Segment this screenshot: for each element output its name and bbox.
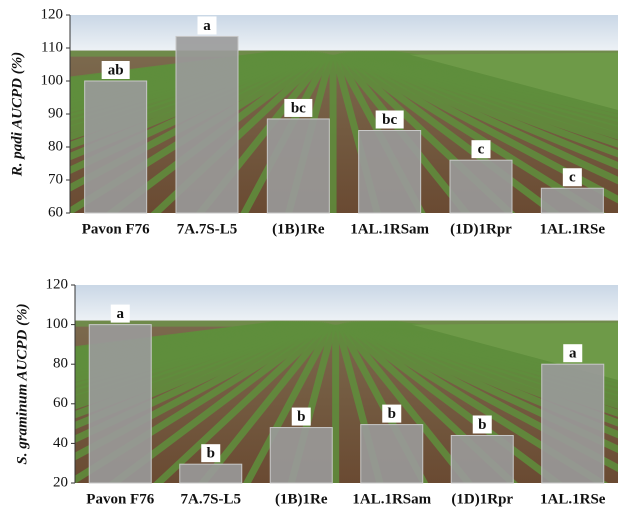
bar: [269, 427, 333, 484]
x-tick-label: (1B)1Re: [275, 491, 328, 507]
annotation-box: [382, 404, 402, 423]
y-axis-label: S. graminum AUCPD (%): [14, 303, 30, 464]
annotation: c: [478, 142, 485, 158]
bar: [88, 324, 152, 484]
annotation: bc: [291, 100, 306, 116]
y-tick-label: 100: [41, 72, 64, 88]
y-tick-label: 60: [53, 395, 68, 411]
annotation-box: [110, 304, 130, 323]
annotation: a: [117, 306, 125, 322]
bar: [266, 118, 330, 214]
crop-row: [75, 321, 315, 410]
annotation-box: [197, 16, 217, 35]
crop-row: [195, 52, 330, 213]
bar: [175, 35, 239, 214]
sky: [75, 285, 618, 322]
y-tick-label: 20: [53, 474, 68, 490]
y-tick-label: 110: [41, 39, 63, 55]
bar: [360, 424, 424, 484]
annotation: a: [203, 18, 211, 34]
x-tick-label: 1AL.1RSam: [352, 491, 431, 507]
bar: [450, 434, 514, 484]
y-tick-label: 40: [53, 435, 68, 451]
annotation-box: [563, 344, 583, 363]
x-tick-label: 7A.7S-L5: [177, 221, 237, 237]
annotation: b: [297, 409, 305, 425]
x-tick-label: (1D)1Rpr: [450, 221, 512, 237]
annotation-box: [284, 98, 313, 117]
crop-row: [198, 322, 333, 483]
crop-row: [345, 321, 609, 483]
crop-row: [243, 322, 335, 483]
y-tick-label: 70: [48, 171, 63, 187]
bar: [541, 363, 605, 484]
crop-row: [75, 321, 317, 419]
x-tick-label: (1B)1Re: [272, 221, 325, 237]
right-field: [409, 52, 618, 111]
bar: [179, 463, 243, 484]
y-tick-label: 100: [46, 316, 69, 332]
crop-row: [338, 52, 516, 213]
x-tick-label: Pavon F76: [86, 491, 154, 507]
annotation: ab: [108, 62, 124, 78]
crop-row: [336, 322, 429, 483]
crop-row: [347, 321, 618, 473]
x-tick-label: 1AL.1RSe: [540, 221, 606, 237]
annotation-box: [562, 168, 582, 187]
y-tick-label: 80: [48, 138, 63, 154]
x-tick-label: (1D)1Rpr: [451, 491, 513, 507]
crop-row: [75, 321, 319, 430]
annotation-box: [201, 444, 221, 463]
x-tick-label: Pavon F76: [82, 221, 150, 237]
annotation: c: [569, 170, 576, 186]
annotation-box: [375, 110, 404, 129]
annotation-box: [291, 407, 311, 426]
bar: [84, 80, 148, 214]
bar: [449, 159, 513, 214]
crop-row: [341, 322, 519, 483]
crop-row: [153, 322, 331, 483]
y-tick-label: 60: [48, 204, 63, 220]
y-tick-label: 120: [41, 6, 64, 22]
y-axis-label: R. padi AUCPD (%): [9, 52, 25, 177]
x-tick-label: 7A.7S-L5: [181, 491, 241, 507]
crop-row: [334, 323, 384, 483]
sky: [70, 15, 618, 52]
bar: [540, 187, 604, 214]
annotation-box: [472, 415, 492, 434]
annotation: b: [207, 446, 215, 462]
crop-row: [338, 322, 474, 483]
y-tick-label: 120: [46, 276, 69, 292]
annotation-box: [471, 140, 491, 159]
crop-row: [70, 51, 323, 213]
y-tick-label: 80: [53, 356, 68, 372]
crop-row: [347, 51, 618, 185]
crop-row: [345, 51, 618, 204]
x-tick-label: 1AL.1RSam: [350, 221, 429, 237]
bar: [358, 130, 422, 214]
annotation: a: [569, 346, 577, 362]
crop-row: [75, 321, 326, 483]
annotation: bc: [382, 112, 397, 128]
y-tick-label: 90: [48, 105, 63, 121]
annotation: b: [478, 417, 486, 433]
crop-row: [108, 321, 328, 483]
crop-row: [349, 51, 618, 170]
annotation-box: [101, 61, 130, 79]
x-tick-label: 1AL.1RSe: [540, 491, 606, 507]
annotation: b: [388, 406, 396, 422]
crop-row: [343, 51, 606, 213]
